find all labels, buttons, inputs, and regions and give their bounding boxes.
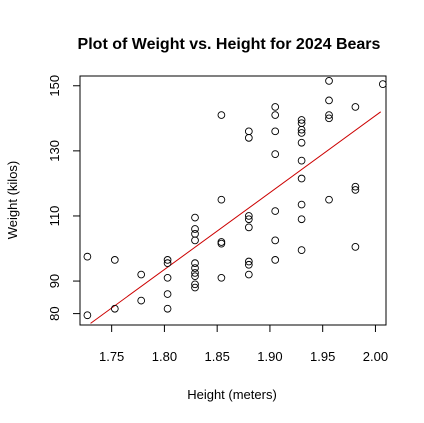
x-tick-label: 2.00 (363, 349, 388, 364)
data-point (351, 243, 360, 251)
data-point (137, 270, 146, 279)
data-point (297, 246, 306, 254)
data-point (244, 223, 253, 232)
data-point (271, 207, 280, 215)
data-point (191, 280, 199, 289)
data-point (271, 103, 280, 111)
data-point (378, 80, 387, 88)
data-point (351, 182, 360, 191)
x-axis: 1.75 1.80 1.85 1.90 1.95 2.00 (99, 325, 388, 364)
data-point (271, 127, 280, 136)
data-point (191, 264, 199, 272)
plot-frame (79, 75, 387, 326)
data-point (271, 236, 280, 245)
data-point (217, 273, 226, 282)
data-point (163, 259, 172, 268)
data-point (191, 269, 199, 277)
data-point (325, 114, 333, 123)
data-point (244, 260, 253, 269)
data-point (191, 236, 199, 245)
y-tick-label: 80 (47, 306, 62, 320)
data-point (325, 195, 333, 204)
data-point (163, 273, 172, 282)
data-points (83, 77, 387, 320)
x-tick-label: 1.95 (310, 349, 335, 364)
x-tick-label: 1.85 (205, 349, 230, 364)
x-axis-label: Height (meters) (187, 387, 277, 402)
data-point (325, 96, 333, 105)
data-point (244, 127, 253, 136)
data-point (244, 270, 253, 279)
y-axis: 80 90 110 130 150 (47, 75, 80, 321)
chart-title: Plot of Weight vs. Height for 2024 Bears (78, 36, 381, 53)
data-point (297, 200, 306, 209)
data-point (163, 290, 172, 298)
regression-line (90, 111, 382, 324)
data-point (191, 259, 199, 268)
data-point (191, 213, 199, 222)
data-point (83, 252, 92, 261)
data-point (191, 230, 199, 238)
x-tick-label: 1.80 (152, 349, 177, 364)
data-point (244, 212, 253, 220)
y-tick-label: 130 (47, 140, 62, 162)
y-tick-label: 90 (47, 274, 62, 288)
data-point (244, 257, 253, 266)
data-point (137, 296, 146, 305)
data-point (297, 125, 306, 134)
x-tick-label: 1.90 (257, 349, 282, 364)
data-point (351, 186, 360, 194)
data-point (191, 225, 199, 233)
y-tick-label: 150 (47, 75, 62, 97)
data-point (244, 215, 253, 224)
data-point (297, 116, 306, 124)
data-point (297, 174, 306, 183)
data-point (297, 156, 306, 165)
data-point (297, 129, 306, 137)
data-point (271, 256, 280, 264)
data-point (217, 111, 226, 119)
data-point (83, 311, 92, 320)
data-point (297, 215, 306, 224)
data-point (110, 256, 119, 264)
regression-line-layer (90, 111, 382, 324)
data-point (163, 256, 172, 264)
data-point (271, 111, 280, 119)
data-point (191, 283, 199, 292)
data-point (271, 150, 280, 158)
data-point (217, 195, 226, 204)
data-point (191, 272, 199, 281)
data-point (297, 138, 306, 147)
y-axis-label: Weight (kilos) (5, 161, 20, 240)
data-point (244, 133, 253, 142)
data-point (325, 77, 333, 85)
y-tick-label: 110 (47, 206, 62, 227)
data-point (163, 304, 172, 313)
data-point (217, 238, 226, 246)
data-point (351, 103, 360, 111)
x-tick-label: 1.75 (99, 349, 124, 364)
data-point (325, 111, 333, 119)
data-point (110, 304, 119, 313)
data-point (217, 239, 226, 248)
